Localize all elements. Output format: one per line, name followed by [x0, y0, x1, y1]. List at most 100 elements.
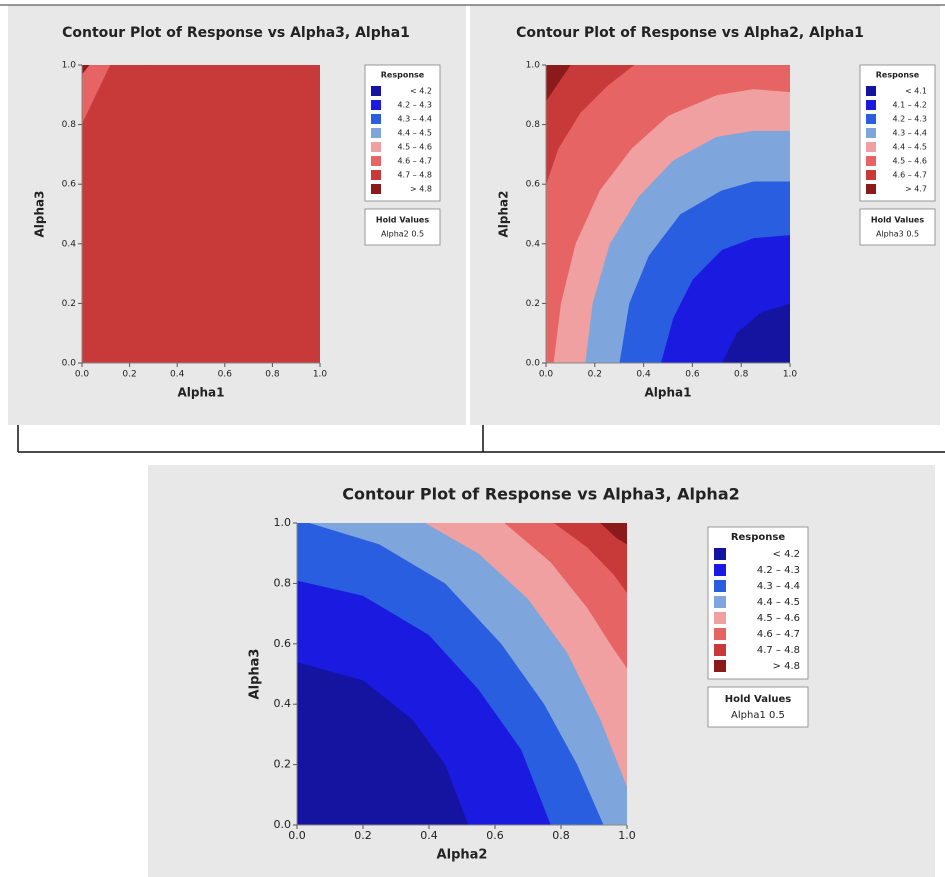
legend-swatch — [866, 142, 876, 152]
legend-label: 4.6 – 4.7 — [757, 629, 800, 640]
y-tick-label: 1.0 — [526, 61, 541, 71]
y-axis-label: Alpha3 — [33, 191, 47, 238]
contour-line — [660, 234, 791, 364]
legend-swatch — [714, 548, 726, 560]
y-tick-label: 0.2 — [526, 299, 540, 309]
contour-line — [545, 64, 635, 185]
legend-title: Response — [876, 71, 920, 80]
legend-swatch — [371, 156, 381, 166]
y-tick-label: 0.2 — [62, 299, 76, 309]
legend-label: 4.5 – 4.6 — [397, 143, 432, 152]
x-tick-label: 0.0 — [75, 370, 90, 380]
y-tick-label: 0.4 — [274, 697, 292, 710]
contour-line — [721, 303, 791, 364]
x-axis-label: Alpha1 — [645, 386, 692, 400]
legend-swatch — [714, 596, 726, 608]
chart-title: Contour Plot of Response vs Alpha3, Alph… — [62, 25, 410, 41]
band-fill — [600, 523, 627, 545]
contour-line — [554, 522, 628, 593]
y-tick-label: 0.4 — [62, 239, 77, 249]
y-tick-label: 0.0 — [274, 818, 292, 831]
y-tick-label: 0.8 — [526, 120, 541, 130]
hold-box — [707, 686, 809, 728]
legend-swatch — [714, 644, 726, 656]
legend-label: > 4.8 — [773, 661, 800, 672]
hold-value: Alpha3 0.5 — [876, 230, 919, 239]
legend-label: 4.2 – 4.3 — [757, 565, 800, 576]
legend-title: Response — [731, 532, 786, 543]
y-tick-label: 0.6 — [62, 180, 77, 190]
hold-title: Hold Values — [376, 216, 429, 225]
hold-title: Hold Values — [871, 216, 924, 225]
y-tick-label: 0.6 — [526, 180, 541, 190]
legend-label: 4.7 – 4.8 — [397, 171, 432, 180]
legend-swatch — [371, 184, 381, 194]
legend-label: < 4.2 — [773, 549, 800, 560]
band-fill — [546, 65, 790, 363]
contour-line — [618, 180, 790, 364]
contour-line — [545, 64, 571, 101]
legend-swatch — [866, 128, 876, 138]
x-tick-label: 0.8 — [265, 370, 280, 380]
band-fill — [554, 523, 627, 593]
hold-title: Hold Values — [725, 694, 792, 705]
x-tick-label: 0.8 — [552, 829, 570, 842]
legend-label: 4.5 – 4.6 — [757, 613, 800, 624]
legend-swatch — [714, 580, 726, 592]
legend-label: > 4.7 — [905, 185, 927, 194]
legend-title: Response — [381, 71, 425, 80]
legend-label: < 4.1 — [905, 87, 927, 96]
legend-swatch — [866, 170, 876, 180]
y-tick-label: 1.0 — [62, 61, 77, 71]
x-axis-label: Alpha1 — [178, 386, 225, 400]
legend-label: 4.2 – 4.3 — [397, 101, 432, 110]
x-tick-label: 0.4 — [636, 370, 651, 380]
band-fill — [82, 65, 320, 363]
legend-label: 4.4 – 4.5 — [757, 597, 800, 608]
legend-label: 4.6 – 4.7 — [892, 171, 927, 180]
contour-line — [296, 580, 552, 826]
legend-swatch — [866, 114, 876, 124]
hold-box — [364, 208, 441, 246]
legend-label: 4.4 – 4.5 — [397, 129, 432, 138]
contour-line — [296, 661, 469, 826]
y-tick-label: 0.4 — [526, 239, 541, 249]
y-tick-label: 0.0 — [62, 359, 77, 369]
x-tick-label: 0.2 — [354, 829, 372, 842]
legend-swatch — [371, 114, 381, 124]
legend-swatch — [714, 628, 726, 640]
y-tick-label: 0.2 — [274, 758, 292, 771]
contour-line — [425, 522, 628, 786]
band-fill — [504, 523, 627, 668]
x-tick-label: 0.0 — [539, 370, 554, 380]
chart-title: Contour Plot of Response vs Alpha3, Alph… — [342, 485, 740, 504]
x-tick-label: 0.4 — [420, 829, 438, 842]
x-tick-label: 0.4 — [170, 370, 185, 380]
contour-line — [553, 88, 791, 364]
legend-label: 4.2 – 4.3 — [892, 115, 927, 124]
x-tick-label: 0.2 — [122, 370, 136, 380]
y-tick-label: 1.0 — [274, 516, 292, 529]
legend-swatch — [371, 128, 381, 138]
legend-swatch — [371, 100, 381, 110]
x-tick-label: 0.6 — [218, 370, 233, 380]
legend-label: 4.1 – 4.2 — [892, 101, 927, 110]
legend-swatch — [714, 612, 726, 624]
legend-label: > 4.8 — [410, 185, 432, 194]
legend-swatch — [371, 86, 381, 96]
chart-title: Contour Plot of Response vs Alpha2, Alph… — [516, 25, 864, 41]
y-tick-label: 0.6 — [274, 637, 292, 650]
hold-value: Alpha2 0.5 — [381, 230, 424, 239]
legend-swatch — [371, 170, 381, 180]
legend-swatch — [866, 156, 876, 166]
x-tick-label: 1.0 — [618, 829, 636, 842]
legend-label: 4.3 – 4.4 — [892, 129, 927, 138]
x-axis-label: Alpha2 — [437, 848, 488, 863]
y-tick-label: 0.0 — [526, 359, 541, 369]
hold-box — [859, 208, 936, 246]
x-tick-label: 1.0 — [313, 370, 328, 380]
y-axis-label: Alpha3 — [248, 649, 263, 700]
legend-swatch — [866, 86, 876, 96]
x-tick-label: 0.6 — [486, 829, 504, 842]
